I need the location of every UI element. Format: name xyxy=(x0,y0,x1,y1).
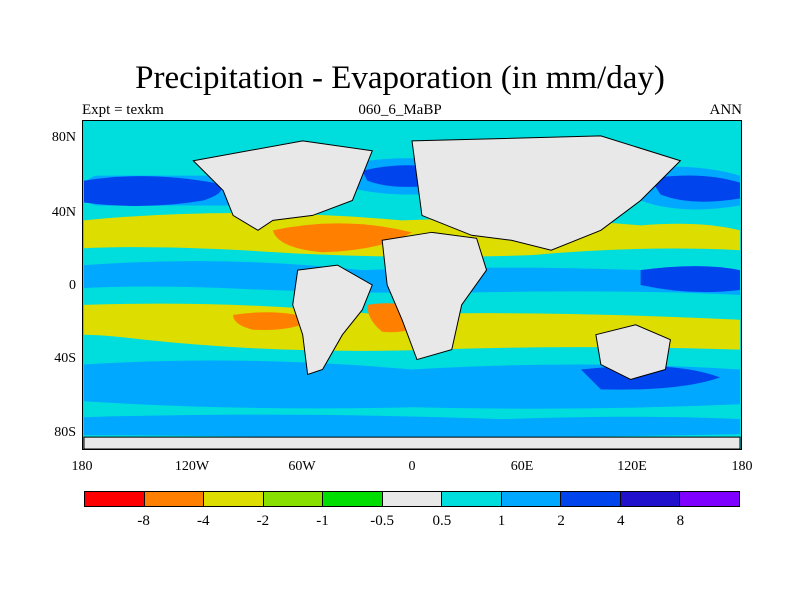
lat-tick-40n: 40N xyxy=(51,205,76,220)
field-map xyxy=(83,135,741,449)
land-eurasia xyxy=(411,135,682,251)
lon-tick-60e: 60E xyxy=(510,459,534,474)
land-south-america xyxy=(292,264,373,376)
lat-tick-80n: 80N xyxy=(51,130,76,145)
land-north-america xyxy=(192,140,373,231)
lat-tick-40s: 40S xyxy=(54,351,76,366)
period-label: 060_6_MaBP xyxy=(358,102,442,118)
colorbar-box xyxy=(680,492,740,506)
map-plot-area xyxy=(82,120,742,450)
lat-tick-80s: 80S xyxy=(54,425,76,440)
experiment-label: Expt = texkm xyxy=(82,102,164,118)
colorbar-box xyxy=(85,492,145,506)
lon-tick-120e: 120E xyxy=(617,459,647,474)
colorbar-label: 2 xyxy=(557,513,565,529)
colorbar-box xyxy=(620,492,681,506)
land-australia xyxy=(595,324,671,380)
lon-tick-120w: 120W xyxy=(174,459,210,474)
colorbar-box xyxy=(442,492,502,506)
band-southern-ocean xyxy=(84,360,740,409)
colorbar-label: -8 xyxy=(137,513,150,529)
colorbar-box xyxy=(204,492,264,506)
land-africa xyxy=(381,231,488,361)
lon-tick-180w: 180 xyxy=(71,459,93,474)
lon-tick-0: 0 xyxy=(408,459,416,474)
band-southern-ocean-south xyxy=(84,414,740,438)
lat-tick-eq: 0 xyxy=(69,278,76,293)
colorbar-label: -2 xyxy=(256,513,270,529)
colorbar-box xyxy=(382,492,443,506)
colorbar-label: -0.5 xyxy=(370,513,395,529)
colorbar-label: -4 xyxy=(197,513,210,529)
map-title: Precipitation - Evaporation (in mm/day) xyxy=(135,60,665,96)
colorbar-box xyxy=(144,492,205,506)
colorbar-label: 0.5 xyxy=(432,513,452,529)
colorbar-box xyxy=(323,492,383,506)
colorbar-label: -1 xyxy=(316,513,329,529)
band-west-pacific-north-dark xyxy=(650,175,740,202)
colorbar-box xyxy=(263,492,324,506)
band-subtropics-north-orange xyxy=(272,223,412,253)
season-label: ANN xyxy=(709,102,743,118)
band-north-pacific-dark xyxy=(84,176,222,207)
continents xyxy=(83,135,741,449)
colorbar-box xyxy=(561,492,621,506)
band-subtropics-south-orange-1 xyxy=(233,312,313,331)
colorbar xyxy=(84,491,740,507)
colorbar-box xyxy=(501,492,562,506)
land-antarctica xyxy=(83,436,741,449)
band-equatorial-dark xyxy=(640,266,740,293)
colorbar-label: 4 xyxy=(616,513,625,529)
colorbar-label: 1 xyxy=(497,513,506,529)
colorbar-label: 8 xyxy=(676,513,685,529)
lon-tick-180e: 180 xyxy=(731,459,753,474)
lon-tick-60w: 60W xyxy=(288,459,316,474)
